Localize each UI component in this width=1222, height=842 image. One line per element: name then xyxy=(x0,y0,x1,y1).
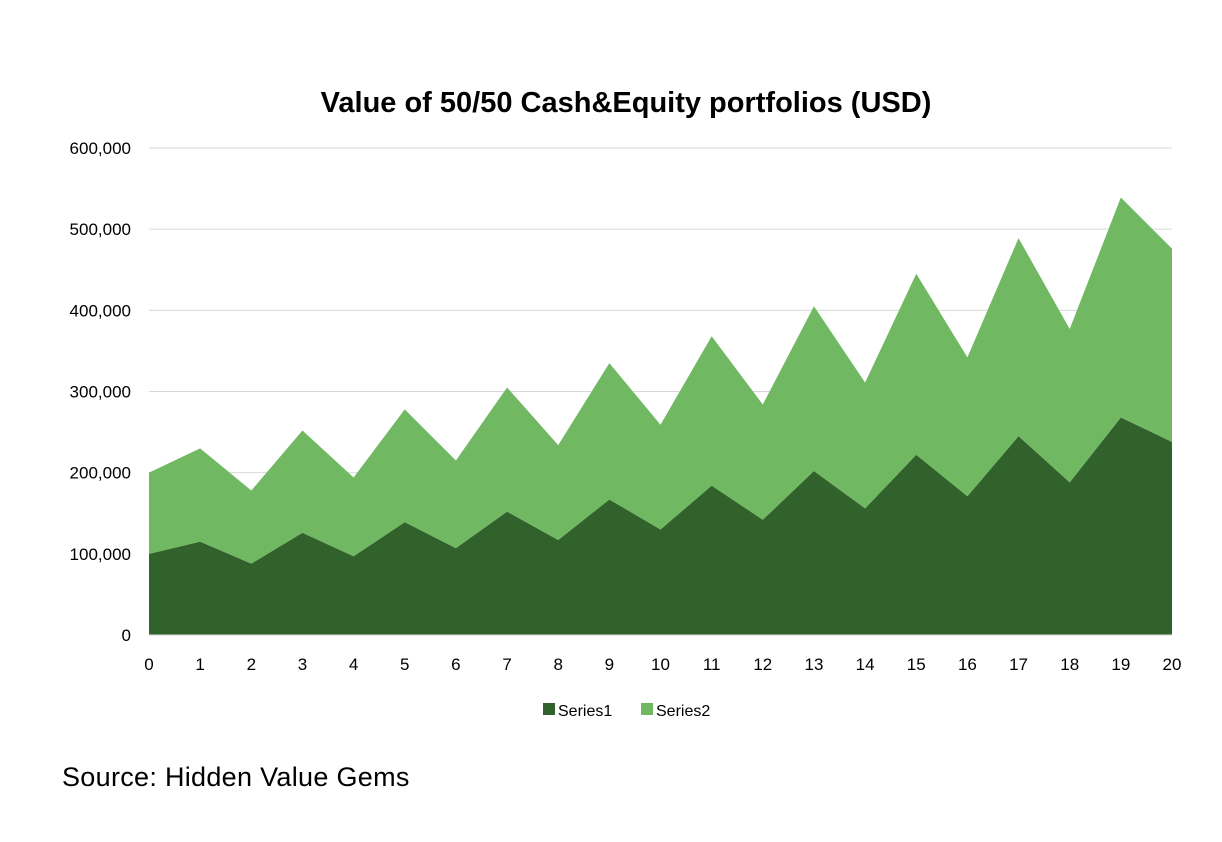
area-series-2 xyxy=(149,197,1172,564)
axes: 0 100,000 200,000 300,000 400,000 500,000 600,… xyxy=(70,139,1182,674)
x-tick-label: 10 xyxy=(651,655,670,674)
legend-swatch xyxy=(543,703,555,715)
x-tick-label: 4 xyxy=(349,655,358,674)
x-tick-label: 11 xyxy=(703,655,721,674)
x-tick-label: 16 xyxy=(958,655,977,674)
y-tick-label: 100,000 xyxy=(70,545,131,564)
y-tick-label: 600,000 xyxy=(70,139,131,158)
x-tick-label: 0 xyxy=(144,655,153,674)
x-tick-label: 5 xyxy=(400,655,409,674)
legend-swatch xyxy=(641,703,653,715)
y-tick-label: 300,000 xyxy=(70,383,131,402)
area-series-1 xyxy=(149,417,1172,635)
x-tick-label: 8 xyxy=(553,655,562,674)
x-tick-label: 6 xyxy=(451,655,460,674)
y-tick-label: 0 xyxy=(122,626,131,645)
y-tick-label: 400,000 xyxy=(70,301,131,320)
x-tick-label: 20 xyxy=(1163,655,1182,674)
legend-label: Series1 xyxy=(558,703,612,720)
x-tick-label: 19 xyxy=(1111,655,1130,674)
x-tick-label: 14 xyxy=(856,655,875,674)
legend: Series1 Series2 xyxy=(543,703,710,720)
x-tick-label: 3 xyxy=(298,655,307,674)
x-tick-label: 13 xyxy=(804,655,823,674)
x-tick-label: 7 xyxy=(502,655,511,674)
x-tick-label: 18 xyxy=(1060,655,1079,674)
x-tick-label: 1 xyxy=(195,655,204,674)
chart-title: Value of 50/50 Cash&Equity portfolios (U… xyxy=(321,87,932,119)
y-tick-label: 500,000 xyxy=(70,220,131,239)
x-tick-label: 2 xyxy=(247,655,256,674)
y-tick-label: 200,000 xyxy=(70,464,131,483)
x-tick-label: 12 xyxy=(753,655,772,674)
x-tick-label: 15 xyxy=(907,655,926,674)
x-tick-label: 17 xyxy=(1009,655,1028,674)
plot-area xyxy=(149,197,1172,635)
x-tick-label: 9 xyxy=(605,655,614,674)
source-note: Source: Hidden Value Gems xyxy=(62,762,410,792)
legend-label: Series2 xyxy=(656,703,710,720)
